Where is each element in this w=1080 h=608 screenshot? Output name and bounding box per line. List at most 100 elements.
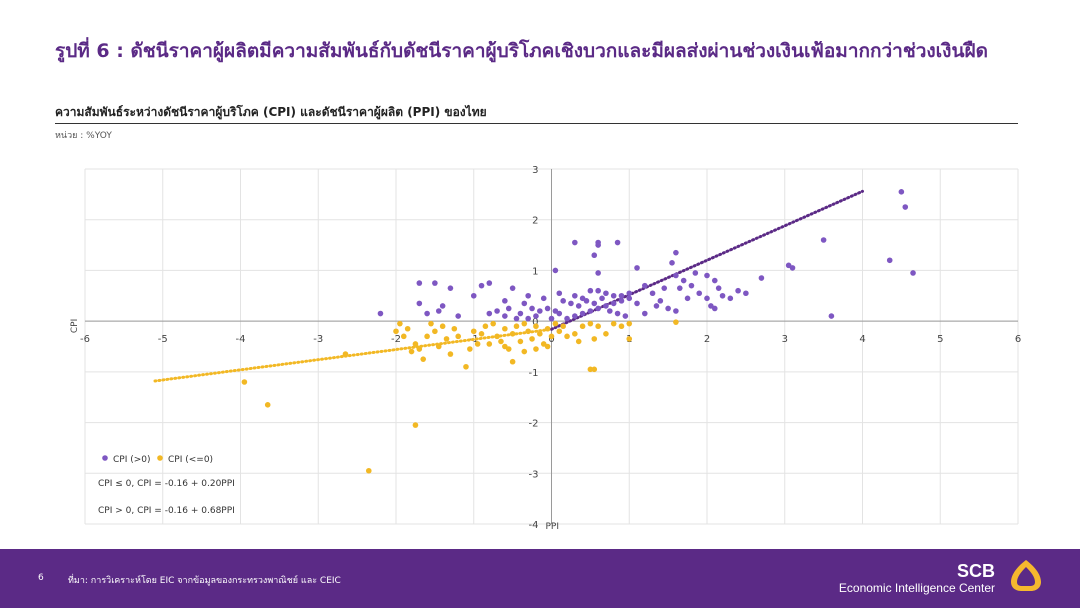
- data-point: [439, 323, 446, 330]
- data-point: [447, 351, 454, 357]
- data-point: [688, 282, 695, 289]
- x-tick-label: 3: [782, 334, 788, 345]
- y-tick-label: 0: [532, 317, 538, 328]
- x-tick-label: -4: [236, 334, 246, 345]
- data-point: [365, 467, 372, 474]
- data-point: [544, 343, 551, 350]
- brand-name: SCB: [956, 561, 995, 581]
- data-point: [575, 303, 582, 309]
- y-axis-title: CPI: [70, 319, 80, 333]
- data-point: [517, 310, 524, 317]
- data-point: [591, 252, 598, 259]
- page-title: รูปที่ 6 : ดัชนีราคาผู้ผลิตมีความสัมพันธ…: [55, 40, 988, 62]
- data-point: [435, 308, 442, 314]
- data-point: [579, 323, 586, 330]
- page-number: 6: [38, 573, 44, 583]
- y-tick-label: -3: [529, 469, 539, 480]
- data-point: [572, 331, 578, 337]
- data-point: [789, 265, 796, 271]
- data-point: [517, 338, 524, 345]
- data-point: [626, 336, 633, 342]
- data-point: [661, 285, 668, 291]
- data-point: [486, 280, 493, 286]
- data-point: [502, 313, 508, 319]
- data-point: [552, 320, 559, 327]
- data-point: [634, 300, 640, 307]
- data-point: [828, 313, 835, 319]
- data-point: [416, 300, 423, 307]
- data-point: [548, 333, 555, 340]
- data-point: [478, 331, 485, 337]
- trendline: [153, 327, 553, 383]
- data-point: [404, 325, 411, 332]
- data-point: [432, 328, 438, 335]
- legend-marker: [157, 455, 163, 461]
- data-point: [486, 310, 493, 317]
- data-point: [587, 366, 594, 373]
- footer-bar: [0, 549, 1080, 608]
- x-axis-title: PPI: [546, 522, 560, 532]
- data-point: [618, 323, 625, 330]
- data-point: [509, 285, 516, 291]
- data-point: [727, 295, 734, 302]
- data-point: [603, 303, 609, 309]
- data-point: [673, 319, 679, 325]
- data-point: [673, 308, 679, 314]
- legend-marker: [102, 455, 108, 461]
- legend: CPI (>0) CPI (<=0) CPI ≤ 0, CPI = -0.16 + …: [98, 455, 235, 516]
- y-tick-label: -1: [529, 368, 539, 379]
- data-point: [568, 300, 574, 307]
- data-point: [482, 323, 489, 330]
- point-layer: [241, 189, 916, 474]
- data-point: [642, 310, 648, 317]
- data-point: [735, 287, 741, 294]
- data-point: [521, 320, 528, 327]
- data-point: [521, 348, 528, 355]
- data-point: [537, 331, 543, 337]
- data-point: [521, 300, 528, 307]
- data-point: [696, 290, 703, 297]
- data-point: [595, 270, 601, 276]
- x-tick-label: -5: [158, 334, 168, 345]
- data-point: [486, 341, 493, 347]
- data-point: [626, 290, 633, 297]
- source-note: ที่มา: การวิเคราะห์โดย EIC จากข้อมูลของก…: [68, 576, 341, 586]
- data-point: [560, 323, 566, 330]
- data-point: [455, 313, 462, 319]
- data-point: [467, 346, 473, 352]
- data-point: [498, 338, 504, 345]
- data-point: [502, 343, 508, 350]
- data-point: [424, 333, 430, 340]
- data-point: [544, 325, 551, 332]
- data-point: [618, 292, 625, 299]
- data-point: [540, 295, 547, 302]
- data-point: [910, 270, 916, 276]
- x-tick-label: 2: [704, 334, 710, 345]
- data-point: [591, 336, 598, 342]
- data-point: [490, 320, 496, 327]
- data-point: [603, 290, 609, 297]
- data-point: [607, 308, 613, 314]
- data-point: [447, 285, 454, 291]
- data-point: [591, 366, 598, 373]
- data-point: [676, 285, 683, 291]
- data-point: [525, 315, 531, 322]
- data-point: [595, 242, 601, 248]
- data-point: [599, 295, 605, 302]
- data-point: [657, 298, 664, 304]
- data-point: [416, 346, 423, 352]
- y-tick-label: 2: [532, 216, 538, 227]
- data-point: [525, 292, 531, 299]
- data-point: [653, 303, 660, 309]
- data-point: [743, 290, 749, 297]
- data-point: [680, 277, 687, 284]
- data-point: [408, 348, 415, 355]
- data-point: [264, 402, 271, 408]
- data-point: [428, 320, 434, 327]
- legend-label: CPI (>0): [113, 455, 151, 465]
- y-tick-label: -4: [529, 520, 539, 531]
- data-point: [548, 315, 555, 322]
- data-point: [583, 298, 590, 304]
- trendline-equation: CPI > 0, CPI = -0.16 + 0.68PPI: [98, 506, 235, 516]
- data-point: [509, 358, 516, 365]
